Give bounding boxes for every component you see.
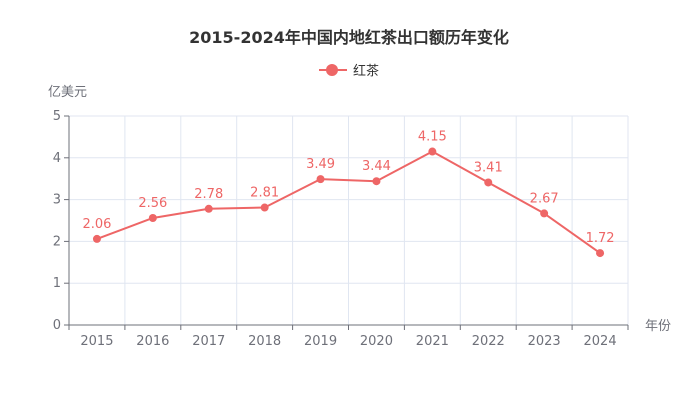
legend-marker [318, 63, 347, 77]
x-tick-label: 2017 [192, 334, 225, 349]
x-tick-label: 2018 [248, 334, 281, 349]
x-tick-label: 2016 [136, 334, 169, 349]
y-tick-label: 3 [53, 193, 61, 208]
data-point[interactable] [596, 249, 605, 258]
data-point[interactable] [372, 177, 381, 186]
x-tick-label: 2019 [304, 334, 337, 349]
data-label: 2.81 [250, 186, 279, 201]
data-point[interactable] [92, 234, 101, 243]
data-point[interactable] [484, 178, 493, 187]
data-label: 3.41 [474, 160, 503, 175]
data-label: 3.49 [306, 157, 335, 172]
chart-title: 2015-2024年中国内地红茶出口额历年变化 [189, 28, 509, 47]
data-point[interactable] [540, 209, 549, 218]
y-tick-label: 0 [53, 318, 61, 333]
data-point[interactable] [148, 213, 157, 222]
data-point[interactable] [428, 147, 437, 156]
data-label: 3.44 [362, 159, 391, 174]
series-red-tea: 2.06 2.56 2.78 2.81 3.49 3.44 4.15 3.41 2.67 1.72 [82, 130, 615, 258]
x-tick-label: 2015 [80, 334, 113, 349]
data-point[interactable] [316, 175, 325, 184]
x-tick-label: 2022 [472, 334, 505, 349]
y-tick-label: 4 [53, 151, 61, 166]
series-line [96, 150, 601, 254]
x-axis-name: 年份 [645, 319, 671, 334]
x-tick-label: 2024 [584, 334, 617, 349]
x-tick-label: 2020 [360, 334, 393, 349]
y-tick-label: 5 [53, 109, 61, 124]
x-tick-label: 2023 [528, 334, 561, 349]
data-label: 1.72 [586, 231, 615, 246]
y-tick-label: 2 [53, 234, 61, 249]
data-point[interactable] [204, 204, 213, 213]
y-axis-name: 亿美元 [48, 85, 87, 100]
x-tick-label: 2021 [416, 334, 449, 349]
data-label: 2.56 [138, 196, 167, 211]
data-label: 2.67 [530, 191, 559, 206]
data-label: 2.78 [194, 187, 223, 202]
axes: 0 1 2 3 4 5 2015 2016 2017 2018 2019 2020 2021 2022 20… [53, 109, 629, 349]
legend[interactable]: 红茶 [0, 60, 698, 79]
y-tick-label: 1 [53, 276, 61, 291]
data-point[interactable] [260, 203, 269, 212]
legend-label-red-tea: 红茶 [352, 64, 379, 79]
data-label: 4.15 [418, 130, 447, 145]
data-label: 2.06 [82, 217, 111, 232]
